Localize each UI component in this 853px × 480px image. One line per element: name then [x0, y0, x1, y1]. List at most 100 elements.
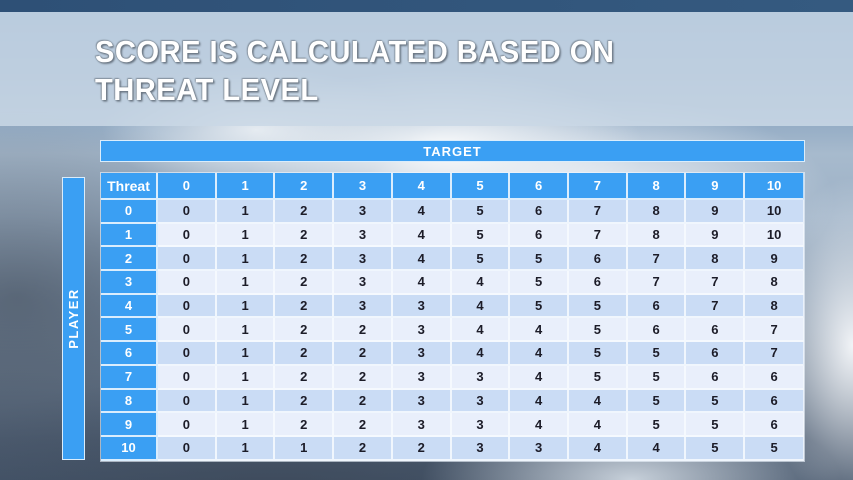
- score-cell: 6: [627, 294, 687, 319]
- score-cell: 6: [569, 247, 628, 272]
- score-cell: 5: [745, 436, 804, 461]
- row-header-10: 10: [101, 436, 158, 461]
- score-cell: 5: [569, 342, 628, 366]
- score-cell: 4: [510, 365, 570, 390]
- score-cell: 4: [569, 413, 628, 437]
- score-cell: 7: [745, 318, 804, 343]
- score-cell: 4: [510, 318, 570, 343]
- score-cell: 5: [510, 247, 570, 272]
- score-cell: 6: [686, 318, 746, 343]
- score-cell: 8: [745, 271, 804, 295]
- score-cell: 5: [451, 200, 511, 224]
- score-cell: 6: [745, 413, 804, 437]
- score-cell: 0: [158, 318, 217, 343]
- score-cell: 6: [686, 342, 746, 366]
- score-cell: 1: [216, 342, 276, 366]
- score-cell: 1: [216, 318, 276, 343]
- column-header-0: 0: [158, 173, 217, 200]
- score-cell: 3: [392, 318, 452, 343]
- table-row-threat-1: 1 0 1 2 3 4 5 6 7 8 9 10: [101, 223, 804, 248]
- column-header-9: 9: [686, 173, 746, 200]
- row-header-5: 5: [101, 318, 158, 343]
- corner-header-threat: Threat: [101, 173, 158, 200]
- score-cell: 3: [392, 389, 452, 414]
- score-cell: 3: [334, 247, 393, 272]
- score-cell: 3: [334, 271, 393, 295]
- table-row-threat-0: 0 0 1 2 3 4 5 6 7 8 9 10: [101, 200, 804, 224]
- score-cell: 2: [334, 365, 393, 390]
- score-cell: 6: [510, 223, 570, 248]
- column-header-3: 3: [334, 173, 393, 200]
- column-header-8: 8: [627, 173, 687, 200]
- score-cell: 8: [627, 223, 687, 248]
- score-cell: 7: [686, 294, 746, 319]
- score-table-head: Threat 0 1 2 3 4 5 6 7 8 9 10: [101, 173, 804, 200]
- score-cell: 0: [158, 223, 217, 248]
- row-header-3: 3: [101, 271, 158, 295]
- score-cell: 5: [451, 223, 511, 248]
- score-cell: 9: [686, 223, 746, 248]
- score-cell: 2: [275, 247, 335, 272]
- player-axis-banner: PLAYER: [62, 177, 85, 460]
- score-cell: 7: [569, 200, 628, 224]
- score-cell: 2: [334, 318, 393, 343]
- row-header-0: 0: [101, 200, 158, 224]
- table-row-threat-10: 10 0 1 1 2 2 3 3 4 4 5 5: [101, 436, 804, 461]
- score-cell: 2: [275, 342, 335, 366]
- score-cell: 4: [451, 294, 511, 319]
- column-header-10: 10: [745, 173, 804, 200]
- score-cell: 4: [392, 223, 452, 248]
- score-cell: 0: [158, 271, 217, 295]
- score-cell: 5: [686, 436, 746, 461]
- score-cell: 1: [216, 365, 276, 390]
- target-axis-label: TARGET: [423, 143, 482, 159]
- score-cell: 5: [686, 389, 746, 414]
- score-cell: 0: [158, 342, 217, 366]
- score-cell: 3: [334, 223, 393, 248]
- page-title-line2: THREAT LEVEL: [95, 72, 319, 107]
- title-band: SCORE IS CALCULATED BASED ON THREAT LEVE…: [0, 12, 853, 126]
- row-header-9: 9: [101, 413, 158, 437]
- score-cell: 4: [569, 436, 628, 461]
- top-accent-strip: [0, 0, 853, 12]
- score-cell: 2: [275, 413, 335, 437]
- score-cell: 4: [510, 389, 570, 414]
- score-cell: 5: [510, 294, 570, 319]
- score-cell: 5: [627, 365, 687, 390]
- score-table-body: 0 0 1 2 3 4 5 6 7 8 9 10 1 0 1 2 3 4 5 6 7 8 9 10 2 0 1 2 3 4 5 5 6 7 8 9 3 0…: [101, 200, 804, 461]
- score-cell: 1: [216, 247, 276, 272]
- score-cell: 6: [627, 318, 687, 343]
- score-cell: 1: [275, 436, 335, 461]
- score-cell: 5: [451, 247, 511, 272]
- score-cell: 1: [216, 436, 276, 461]
- score-cell: 3: [451, 365, 511, 390]
- score-cell: 4: [451, 318, 511, 343]
- score-cell: 2: [275, 271, 335, 295]
- score-cell: 0: [158, 247, 217, 272]
- score-cell: 7: [745, 342, 804, 366]
- score-cell: 2: [334, 342, 393, 366]
- page-title-line1: SCORE IS CALCULATED BASED ON: [95, 34, 615, 69]
- score-cell: 6: [745, 365, 804, 390]
- column-header-4: 4: [392, 173, 452, 200]
- header-row: Threat 0 1 2 3 4 5 6 7 8 9 10: [101, 173, 804, 200]
- score-cell: 8: [627, 200, 687, 224]
- score-cell: 0: [158, 294, 217, 319]
- score-cell: 8: [745, 294, 804, 319]
- row-header-7: 7: [101, 365, 158, 390]
- score-cell: 2: [392, 436, 452, 461]
- score-table: Threat 0 1 2 3 4 5 6 7 8 9 10 0 0 1 2 3 4 5 6 7 8 9 10 1 0 1 2 3 4 5 6…: [100, 172, 805, 462]
- score-cell: 2: [275, 318, 335, 343]
- score-cell: 4: [392, 247, 452, 272]
- score-cell: 5: [627, 342, 687, 366]
- row-header-8: 8: [101, 389, 158, 414]
- score-cell: 9: [745, 247, 804, 272]
- column-header-5: 5: [451, 173, 511, 200]
